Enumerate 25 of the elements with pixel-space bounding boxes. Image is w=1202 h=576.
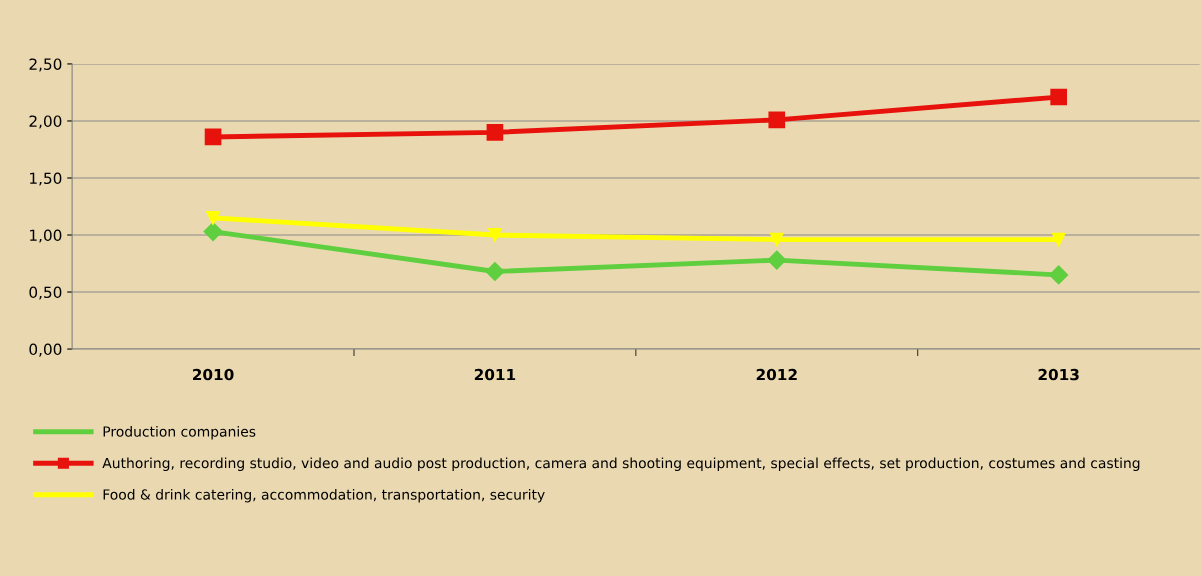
y-tick-label: 0,00: [29, 343, 62, 357]
y-tick-label: 0,50: [29, 286, 62, 300]
y-tick-label: 1,50: [30, 172, 62, 186]
y-tick-label: 1,00: [30, 229, 62, 243]
y-tick-label: 2,50: [29, 58, 62, 72]
x-tick-label: 2013: [1038, 368, 1079, 381]
point: [768, 111, 786, 129]
point: [206, 210, 220, 225]
y-tick-label: 2,00: [29, 115, 62, 129]
legend-label: Food & drink catering, accommodation, transportation, security: [103, 489, 545, 503]
x-tick-label: 2012: [756, 368, 797, 381]
legend-label: Authoring, recording studio, video and audio post production, camera and shooting equipment, special effects, set production, costumes and casting: [102, 457, 1140, 471]
x-tick-label: 2011: [474, 368, 516, 381]
point: [487, 228, 502, 242]
point: [204, 128, 222, 146]
point: [767, 250, 787, 270]
point: [485, 261, 505, 282]
point: [203, 222, 223, 242]
point: [1050, 88, 1067, 106]
point: [769, 232, 784, 247]
x-tick-label: 2010: [193, 368, 234, 381]
point: [1051, 232, 1066, 247]
point: [486, 124, 504, 141]
point: [1049, 265, 1069, 285]
legend-label: Production companies: [103, 426, 256, 440]
